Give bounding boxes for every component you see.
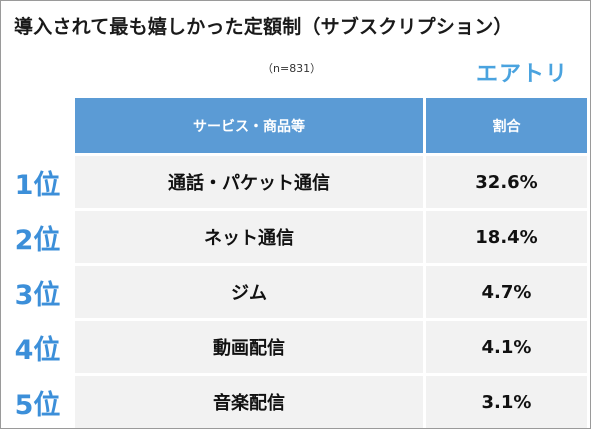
- chart-title: 導入されて最も嬉しかった定額制（サブスクリプション）: [14, 16, 513, 38]
- ratio-cell: 18.4%: [426, 211, 587, 263]
- service-cell: 動画配信: [75, 321, 423, 373]
- rank-label: 5位: [14, 389, 61, 421]
- service-cell: 通話・パケット通信: [75, 156, 423, 208]
- rank-label: 4位: [14, 334, 61, 366]
- ratio-cell: 4.1%: [426, 321, 587, 373]
- service-cell: 音楽配信: [75, 376, 423, 428]
- rank-label: 1位: [14, 169, 61, 201]
- service-cell: ジム: [75, 266, 423, 318]
- rank-label: 3位: [14, 279, 61, 311]
- ratio-cell: 4.7%: [426, 266, 587, 318]
- header-service: サービス・商品等: [75, 98, 423, 153]
- ratio-cell: 3.1%: [426, 376, 587, 428]
- sample-size-label: （n=831）: [262, 62, 322, 75]
- brand-logo: エアトリ: [476, 62, 569, 87]
- rank-label: 2位: [14, 224, 61, 256]
- ratio-cell: 32.6%: [426, 156, 587, 208]
- service-cell: ネット通信: [75, 211, 423, 263]
- header-ratio: 割合: [426, 98, 587, 153]
- ranking-table: サービス・商品等 割合 1位 通話・パケット通信 32.6% 2位 ネット通信 18.4%…: [0, 98, 591, 428]
